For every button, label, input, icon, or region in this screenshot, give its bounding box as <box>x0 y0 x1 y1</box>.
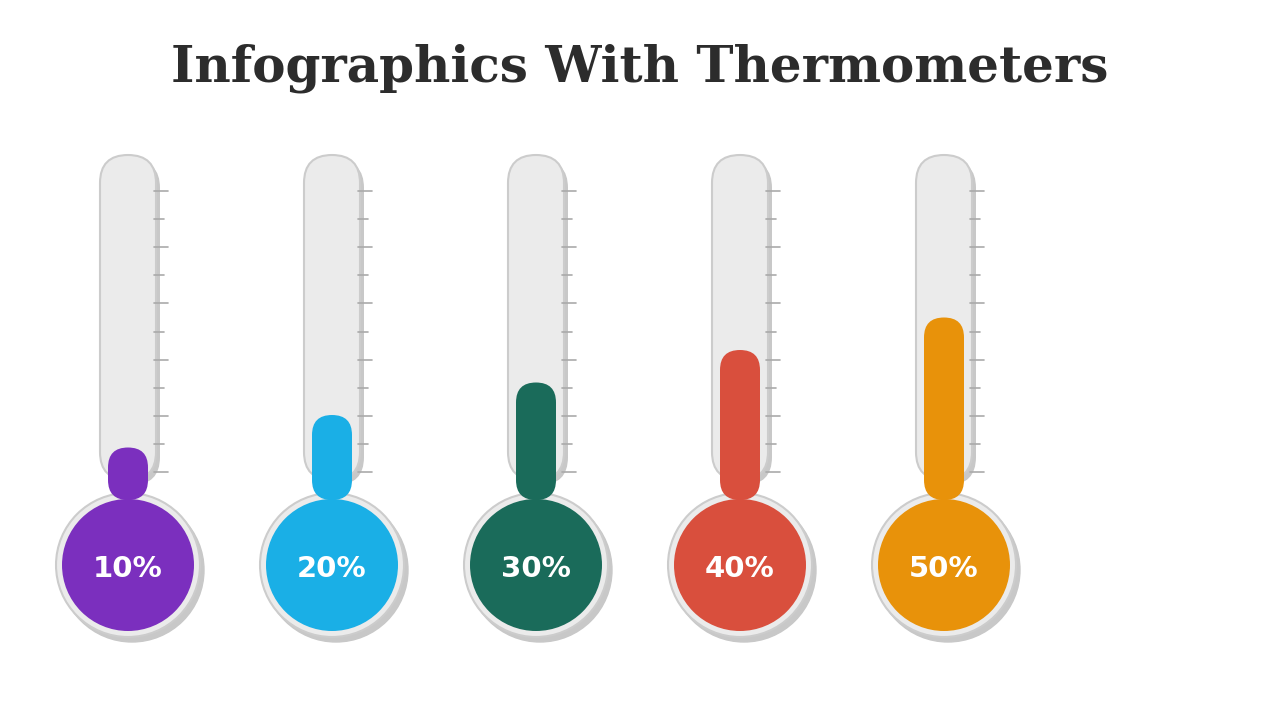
Circle shape <box>872 493 1016 637</box>
FancyBboxPatch shape <box>716 160 772 485</box>
FancyBboxPatch shape <box>712 155 768 480</box>
Circle shape <box>465 493 608 637</box>
Circle shape <box>675 499 806 631</box>
FancyBboxPatch shape <box>108 448 148 500</box>
Circle shape <box>264 498 408 642</box>
Text: 20%: 20% <box>297 555 367 583</box>
FancyBboxPatch shape <box>312 415 352 500</box>
Circle shape <box>60 498 204 642</box>
Circle shape <box>470 499 602 631</box>
Circle shape <box>878 499 1010 631</box>
FancyBboxPatch shape <box>512 160 568 485</box>
FancyBboxPatch shape <box>920 160 977 485</box>
Circle shape <box>56 493 200 637</box>
FancyBboxPatch shape <box>104 160 160 485</box>
FancyBboxPatch shape <box>916 155 972 480</box>
Text: 10%: 10% <box>93 555 163 583</box>
FancyBboxPatch shape <box>305 155 360 480</box>
Circle shape <box>672 498 817 642</box>
Circle shape <box>260 493 404 637</box>
FancyBboxPatch shape <box>924 318 964 500</box>
FancyBboxPatch shape <box>508 155 564 480</box>
Circle shape <box>266 499 398 631</box>
Circle shape <box>61 499 195 631</box>
Text: 40%: 40% <box>705 555 774 583</box>
Text: 30%: 30% <box>500 555 571 583</box>
FancyBboxPatch shape <box>100 155 156 480</box>
Circle shape <box>876 498 1020 642</box>
Circle shape <box>468 498 612 642</box>
Text: 50%: 50% <box>909 555 979 583</box>
Circle shape <box>668 493 812 637</box>
FancyBboxPatch shape <box>719 350 760 500</box>
Text: Infographics With Thermometers: Infographics With Thermometers <box>172 43 1108 93</box>
FancyBboxPatch shape <box>516 382 556 500</box>
FancyBboxPatch shape <box>308 160 364 485</box>
